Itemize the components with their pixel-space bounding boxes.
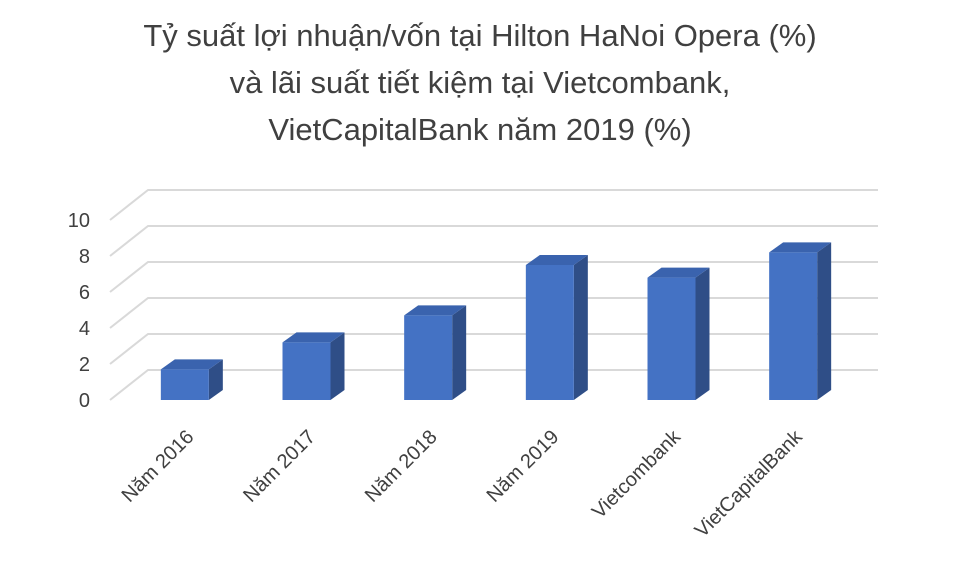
x-tick-label-2: Năm 2018: [361, 426, 442, 507]
x-tick-label-5: VietCapitalBank: [691, 425, 808, 542]
y-tick-label-5: 10: [68, 210, 90, 232]
bar-top-1: [282, 332, 345, 343]
x-tick-label-0: Năm 2016: [118, 426, 199, 507]
bar-side-0: [208, 359, 223, 400]
bar-side-2: [452, 305, 467, 400]
chart-title-line-3: VietCapitalBank năm 2019 (%): [268, 112, 692, 147]
bar-3: [525, 255, 588, 400]
chart-title-line-1: Tỷ suất lợi nhuận/vốn tại Hilton HaNoi O…: [143, 18, 817, 53]
x-tick-label-3: Năm 2019: [483, 426, 564, 507]
bar-front-4: [647, 277, 696, 400]
bar-top-0: [160, 359, 223, 370]
y-tick-label-4: 8: [79, 246, 90, 268]
gridline-0: [109, 369, 878, 401]
y-tick-label-0: 0: [79, 390, 90, 412]
x-tick-label-1: Năm 2017: [239, 426, 320, 507]
gridlines: [109, 189, 878, 401]
y-tick-label-2: 4: [79, 318, 90, 340]
bar-top-3: [525, 255, 588, 265]
bar-0: [160, 359, 223, 400]
bar-side-1: [330, 332, 345, 400]
bar-top-2: [404, 305, 467, 316]
bar-front-2: [404, 315, 453, 400]
y-tick-label-1: 2: [79, 354, 90, 376]
bar-front-3: [525, 265, 574, 400]
gridline-4: [109, 225, 878, 257]
gridline-2: [109, 297, 878, 329]
y-axis-ticks: 0 2 4 6 8 10: [68, 210, 90, 412]
gridline-3: [109, 261, 878, 293]
bar-side-4: [695, 267, 710, 400]
bar-side-5: [817, 242, 832, 400]
chart-title: Tỷ suất lợi nhuận/vốn tại Hilton HaNoi O…: [0, 12, 960, 153]
x-axis-ticks: Năm 2016 Năm 2017 Năm 2018 Năm 2019 Vietcomb…: [118, 425, 808, 542]
bar-2: [404, 305, 467, 400]
x-tick-label-4: Vietcombank: [588, 425, 686, 523]
bar-front-1: [282, 342, 331, 400]
bar-side-3: [573, 255, 588, 400]
bar-5: [769, 242, 832, 400]
bars: [160, 242, 832, 400]
bar-4: [647, 267, 710, 400]
gridline-5: [109, 189, 878, 221]
bar-top-4: [647, 267, 710, 278]
y-tick-label-3: 6: [79, 282, 90, 304]
bar-1: [282, 332, 345, 400]
bar-front-0: [160, 369, 209, 400]
bar-top-5: [769, 242, 832, 253]
gridline-1: [109, 333, 878, 365]
bar-front-5: [769, 252, 818, 400]
chart-title-line-2: và lãi suất tiết kiệm tại Vietcombank,: [229, 65, 731, 100]
